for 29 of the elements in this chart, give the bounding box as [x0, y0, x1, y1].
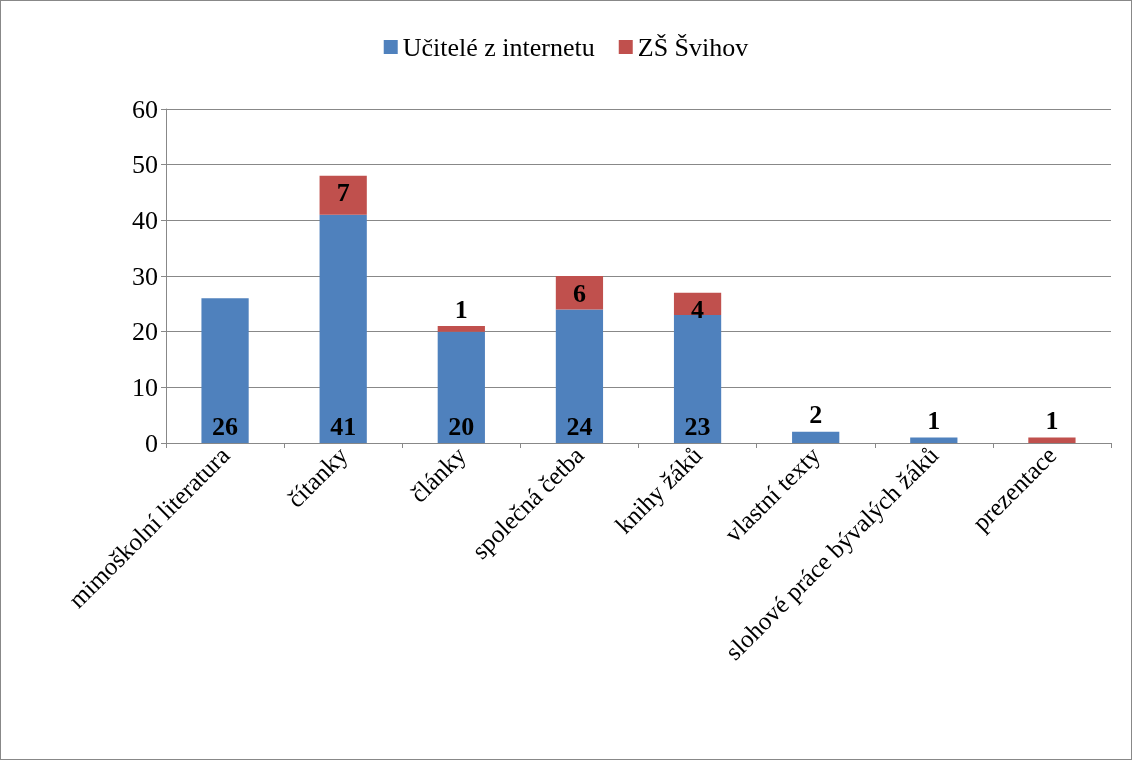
- data-label: 20: [448, 411, 475, 441]
- bar: [910, 437, 958, 443]
- bar: [319, 214, 367, 443]
- data-label: 24: [566, 411, 593, 441]
- bar: [319, 175, 367, 215]
- data-label: 1: [454, 294, 468, 324]
- data-label: 26: [212, 411, 239, 441]
- bar: [1028, 437, 1076, 443]
- bar: [437, 326, 485, 332]
- bar: [555, 309, 604, 443]
- y-tick-label: 30: [132, 261, 158, 291]
- legend-label: Učitelé z internetu: [402, 32, 595, 62]
- bar: [792, 431, 840, 443]
- y-tick-label: 40: [132, 205, 158, 235]
- data-label: 1: [927, 405, 941, 435]
- bar: [201, 298, 249, 443]
- data-label: 7: [336, 178, 350, 208]
- bar: [437, 331, 485, 443]
- data-label: 2: [809, 400, 823, 430]
- y-tick-label: 60: [132, 94, 158, 124]
- data-label: 6: [572, 278, 586, 308]
- data-label: 41: [330, 411, 357, 441]
- y-tick-label: 20: [132, 317, 158, 347]
- data-label: 1: [1045, 405, 1059, 435]
- y-tick-label: 10: [132, 372, 158, 402]
- y-tick-label: 50: [132, 150, 158, 180]
- data-label: 23: [684, 411, 711, 441]
- y-tick-label: 0: [145, 428, 158, 458]
- legend-label: ZŠ Švihov: [637, 32, 749, 62]
